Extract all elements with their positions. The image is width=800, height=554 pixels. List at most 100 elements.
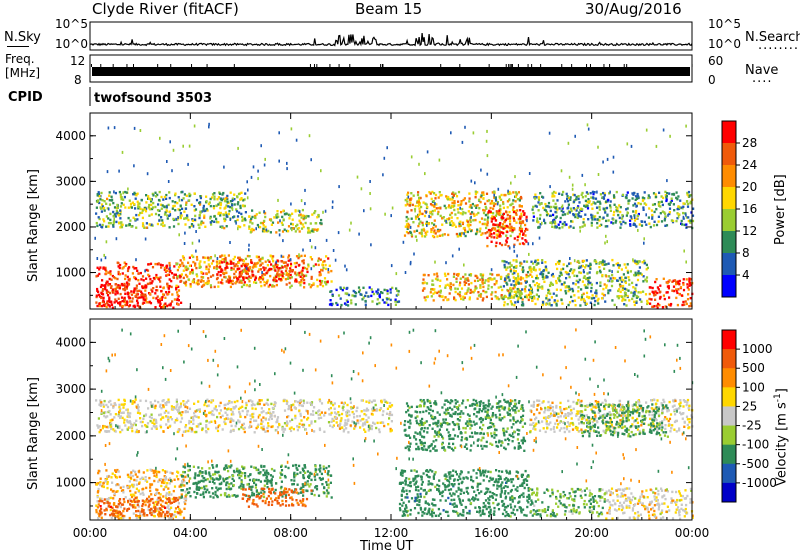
power-cell: [195, 255, 199, 259]
velocity-cell: [163, 478, 166, 481]
power-cell: [195, 249, 197, 253]
velocity-cell: [264, 501, 267, 505]
power-cell: [122, 191, 124, 195]
velocity-cell: [265, 471, 268, 474]
power-cell: [498, 242, 502, 245]
power-cell: [237, 278, 240, 281]
power-cell: [311, 228, 314, 231]
power-cell: [601, 297, 604, 300]
power-cell: [410, 192, 413, 195]
power-cell: [543, 218, 545, 222]
power-cell: [244, 264, 247, 267]
power-cell: [575, 195, 578, 199]
power-cell: [106, 294, 110, 297]
power-cell: [492, 212, 495, 215]
power-cell: [229, 218, 232, 221]
power-cell: [145, 297, 148, 300]
power-cell: [272, 264, 275, 268]
power-cell: [620, 295, 624, 299]
power-cell: [507, 192, 510, 196]
power-cell: [178, 233, 180, 237]
velocity-cell: [183, 471, 186, 474]
velocity-cell: [122, 509, 125, 513]
power-cell: [494, 290, 497, 294]
power-cell: [670, 219, 673, 222]
freq-dot: [381, 64, 383, 67]
power-cell: [500, 198, 503, 201]
velocity-cell: [309, 471, 312, 475]
power-cell: [390, 264, 393, 268]
velocity-cell: [149, 498, 152, 501]
velocity-cell: [271, 475, 274, 478]
power-cell: [269, 231, 272, 234]
power-cell: [509, 192, 512, 195]
velocity-cell: [162, 495, 165, 498]
power-cell: [215, 260, 218, 263]
velocity-cell: [301, 504, 304, 507]
power-cell: [109, 270, 112, 273]
velocity-cell: [262, 469, 265, 472]
power-cell: [479, 200, 482, 204]
power-cell: [624, 281, 627, 284]
velocity-cell: [218, 477, 222, 480]
power-cell: [660, 200, 663, 203]
power-cell: [629, 224, 632, 227]
power-cell: [320, 218, 323, 222]
power-cell: [159, 280, 162, 283]
power-cell: [482, 191, 485, 194]
velocity-cell: [115, 490, 118, 493]
power-cell: [608, 269, 611, 272]
power-cell: [684, 212, 687, 215]
power-cell: [325, 283, 328, 286]
power-cell: [223, 260, 226, 264]
velocity-cell: [159, 503, 163, 506]
power-cell: [212, 259, 215, 263]
power-cell: [552, 205, 555, 209]
power-cell: [579, 304, 582, 307]
velocity-cell: [302, 498, 305, 501]
power-cell: [417, 200, 421, 204]
velocity-cell: [196, 492, 199, 495]
power-cell: [682, 283, 685, 286]
power-cell: [199, 211, 202, 214]
power-cell: [499, 285, 502, 289]
velocity-cell: [109, 496, 112, 500]
power-cell: [286, 161, 288, 165]
velocity-cell: [113, 474, 117, 477]
power-cell: [451, 196, 454, 199]
power-cell: [304, 216, 307, 220]
power-cell: [257, 177, 259, 181]
velocity-cell: [103, 498, 106, 501]
velocity-cell: [142, 510, 145, 513]
power-cell: [160, 306, 163, 309]
velocity-cell: [113, 492, 116, 495]
velocity-cell: [214, 470, 217, 473]
power-cell: [621, 193, 625, 197]
power-cell: [276, 271, 279, 274]
velocity-cell: [252, 498, 255, 502]
velocity-cell: [131, 483, 134, 487]
power-cell: [465, 281, 468, 284]
velocity-cell: [152, 469, 155, 473]
power-cell: [169, 266, 171, 270]
power-cell: [103, 206, 106, 210]
velocity-cell: [168, 517, 171, 520]
power-cell: [468, 298, 471, 301]
power-cell: [389, 291, 392, 294]
velocity-cell: [241, 465, 244, 468]
power-cell: [462, 295, 465, 298]
power-cell: [645, 223, 648, 226]
velocity-cell: [97, 490, 100, 493]
power-cell: [210, 220, 214, 223]
power-cell: [151, 266, 155, 269]
power-cell: [494, 295, 497, 298]
power-cell: [671, 280, 674, 283]
velocity-cell: [204, 478, 207, 482]
power-cell: [503, 266, 506, 269]
power-cell: [656, 291, 659, 295]
velocity-cell: [250, 465, 253, 468]
power-cell: [444, 284, 447, 287]
power-cell: [101, 279, 104, 282]
power-cell: [215, 265, 218, 268]
power-cell: [322, 260, 325, 264]
